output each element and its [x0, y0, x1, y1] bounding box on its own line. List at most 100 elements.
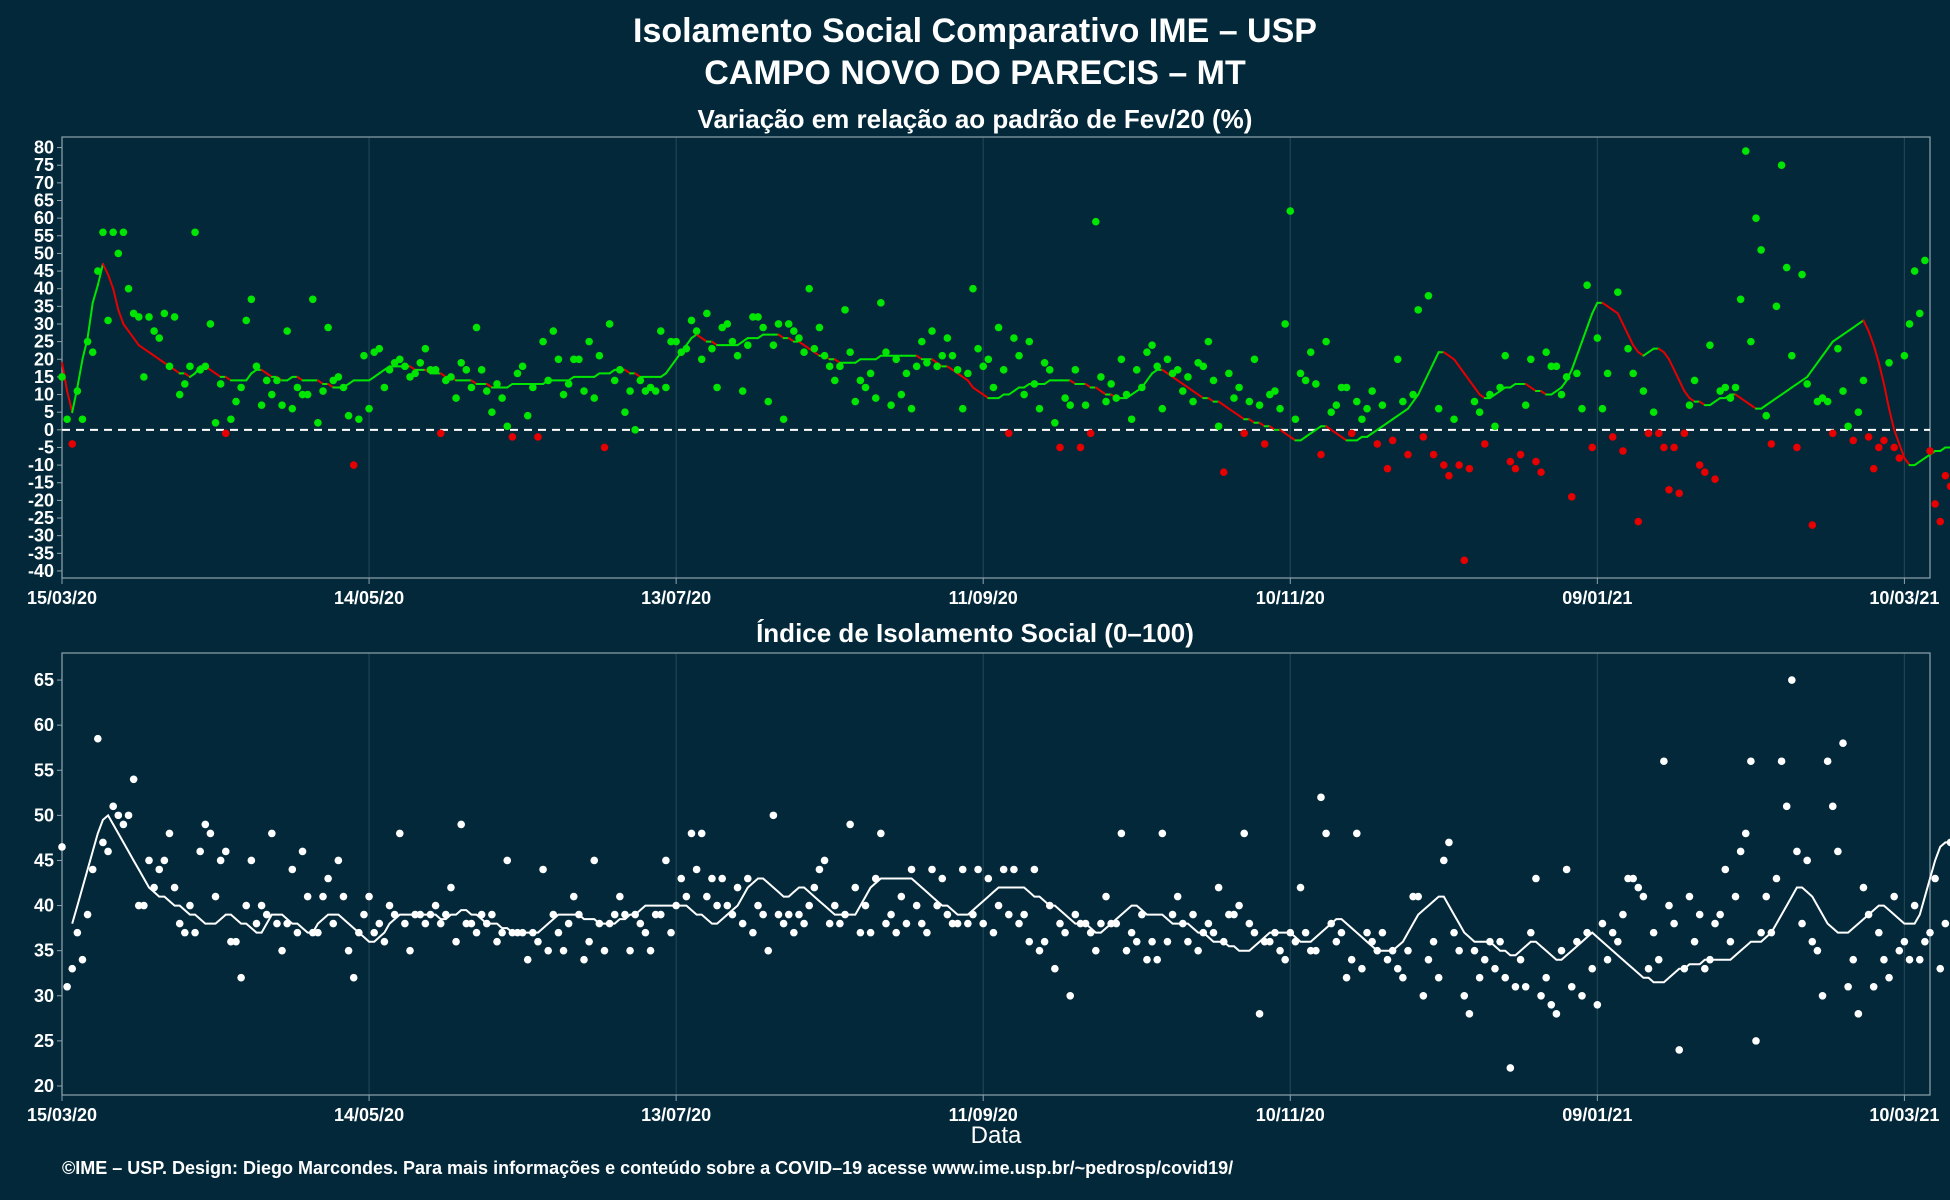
data-point	[1768, 929, 1776, 937]
data-point	[1466, 465, 1474, 473]
data-point	[1460, 992, 1468, 1000]
data-point	[1542, 974, 1550, 982]
data-point	[1911, 902, 1919, 910]
data-point	[94, 735, 102, 743]
data-point	[340, 384, 348, 392]
data-point	[1711, 475, 1719, 483]
data-point	[1266, 938, 1274, 946]
data-point	[1246, 398, 1254, 406]
data-point	[447, 884, 455, 892]
data-point	[468, 920, 476, 928]
data-point	[161, 857, 169, 865]
data-point	[795, 334, 803, 342]
data-point	[1031, 380, 1039, 388]
data-point	[1384, 956, 1392, 964]
data-point	[1333, 938, 1341, 946]
data-point	[186, 902, 194, 910]
data-point	[1020, 391, 1028, 399]
data-point	[1522, 401, 1530, 409]
data-point	[365, 893, 373, 901]
data-point	[969, 911, 977, 919]
data-point	[898, 391, 906, 399]
data-point	[923, 929, 931, 937]
data-point	[1317, 794, 1325, 802]
data-point	[1394, 965, 1402, 973]
data-point	[1343, 974, 1351, 982]
data-point	[1051, 965, 1059, 973]
data-point	[1240, 830, 1248, 838]
data-point	[877, 299, 885, 307]
data-point	[903, 920, 911, 928]
data-point	[821, 352, 829, 360]
data-point	[186, 363, 194, 371]
trend-line-segment	[1807, 370, 1812, 377]
data-point	[350, 461, 358, 469]
data-point	[1808, 938, 1816, 946]
charts-canvas: 15/03/2014/05/2013/07/2011/09/2010/11/20…	[0, 0, 1950, 1200]
data-point	[1404, 947, 1412, 955]
data-point	[1389, 437, 1397, 445]
data-point	[1348, 956, 1356, 964]
data-point	[1901, 352, 1909, 360]
data-point	[913, 902, 921, 910]
data-point	[1880, 956, 1888, 964]
data-point	[1072, 911, 1080, 919]
data-point	[1312, 947, 1320, 955]
data-point	[1895, 454, 1903, 462]
data-point	[1215, 422, 1223, 430]
data-point	[1251, 355, 1259, 363]
data-point	[1916, 956, 1924, 964]
data-point	[764, 398, 772, 406]
data-point	[1793, 444, 1801, 452]
data-point	[416, 911, 424, 919]
data-point	[534, 938, 542, 946]
data-point	[785, 320, 793, 328]
data-point	[1399, 974, 1407, 982]
data-point	[452, 938, 460, 946]
data-point	[928, 866, 936, 874]
data-point	[544, 377, 552, 385]
data-point	[693, 866, 701, 874]
data-point	[754, 313, 762, 321]
data-point	[1599, 405, 1607, 413]
data-point	[84, 338, 92, 346]
data-point	[1389, 947, 1397, 955]
data-point	[401, 920, 409, 928]
trend-line-segment	[1434, 352, 1439, 363]
data-point	[207, 320, 215, 328]
data-point	[1594, 334, 1602, 342]
data-point	[1834, 848, 1842, 856]
data-point	[1512, 465, 1520, 473]
data-point	[1696, 911, 1704, 919]
data-point	[1860, 377, 1868, 385]
trend-line-segment	[1562, 380, 1567, 387]
data-point	[1164, 938, 1172, 946]
data-point	[166, 363, 174, 371]
data-point	[1752, 214, 1760, 222]
data-point	[1486, 391, 1494, 399]
data-point	[590, 394, 598, 402]
data-point	[324, 324, 332, 332]
y-tick-label: 45	[34, 850, 54, 870]
data-point	[1455, 461, 1463, 469]
data-point	[1363, 405, 1371, 413]
data-point	[519, 929, 527, 937]
data-point	[89, 866, 97, 874]
data-point	[68, 965, 76, 973]
data-point	[524, 412, 532, 420]
data-point	[1496, 938, 1504, 946]
data-point	[1020, 911, 1028, 919]
data-point	[1501, 352, 1509, 360]
data-point	[938, 352, 946, 360]
data-point	[1420, 433, 1428, 441]
trend-line-segment	[88, 303, 93, 338]
data-point	[734, 352, 742, 360]
data-point	[1650, 929, 1658, 937]
data-point	[396, 830, 404, 838]
data-point	[836, 363, 844, 371]
data-point	[217, 380, 225, 388]
data-point	[1747, 757, 1755, 765]
data-point	[309, 295, 317, 303]
data-point	[974, 866, 982, 874]
data-point	[1005, 911, 1013, 919]
